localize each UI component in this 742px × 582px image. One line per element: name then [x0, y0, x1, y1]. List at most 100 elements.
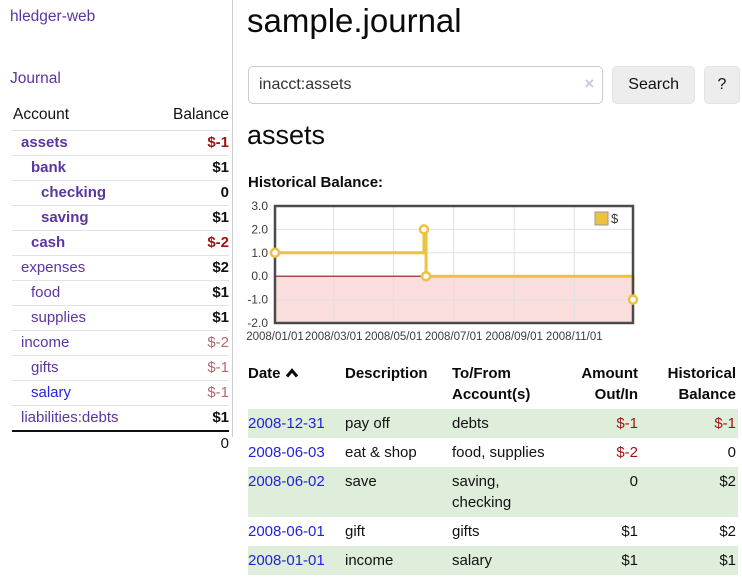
transaction-amount: $1: [621, 552, 638, 569]
transaction-description: pay off: [345, 415, 390, 432]
account-link-bank[interactable]: bank: [31, 159, 67, 176]
svg-text:2008/01/01: 2008/01/01: [246, 331, 304, 343]
account-link-supplies[interactable]: supplies: [31, 309, 87, 326]
historical-balance-chart: 3.0 2.0 1.0 0.0 -1.0 -2.0 2008/01/01 2008/03/01…: [246, 200, 742, 350]
transaction-accounts: debts: [452, 415, 489, 432]
transaction-amount: 0: [629, 473, 638, 490]
page-title: sample.journal: [247, 2, 462, 39]
account-balance-food: $1: [153, 280, 229, 306]
account-link-assets[interactable]: assets: [21, 134, 68, 151]
account-balance-cash: $-2: [153, 230, 229, 256]
transaction-balance: $-1: [714, 415, 736, 432]
app-brand-link[interactable]: hledger-web: [10, 8, 96, 25]
transaction-amount: $1: [621, 523, 638, 540]
register-row: 2008-12-31 pay off debts $-1 $-1: [248, 409, 738, 438]
transaction-balance: 0: [727, 444, 736, 461]
sidebar-item-journal[interactable]: Journal: [10, 70, 61, 87]
col-accounts: To/From Account(s): [452, 365, 531, 403]
svg-text:3.0: 3.0: [251, 200, 268, 213]
transaction-accounts: gifts: [452, 523, 480, 540]
register-row: 2008-06-02 save saving, checking 0 $2: [248, 467, 738, 517]
transaction-accounts: food, supplies: [452, 444, 545, 461]
svg-text:2.0: 2.0: [251, 222, 268, 236]
clear-search-icon[interactable]: ×: [584, 74, 595, 93]
account-link-salary[interactable]: salary: [31, 384, 72, 401]
accounts-col-account: Account: [12, 104, 154, 131]
transaction-description: income: [345, 552, 394, 569]
account-row-expenses: expenses $2: [12, 255, 229, 281]
account-row-supplies: supplies $1: [12, 305, 229, 331]
svg-text:-1.0: -1.0: [247, 293, 268, 307]
transaction-balance: $2: [719, 473, 736, 490]
svg-text:2008/03/01: 2008/03/01: [305, 331, 363, 343]
sidebar-divider: [232, 0, 233, 437]
transaction-balance: $2: [719, 523, 736, 540]
account-heading: assets: [247, 120, 326, 150]
transaction-date-link[interactable]: 2008-01-01: [248, 552, 325, 569]
transaction-date-link[interactable]: 2008-12-31: [248, 415, 325, 432]
transaction-accounts: salary: [452, 552, 493, 569]
account-link-expenses[interactable]: expenses: [21, 259, 86, 276]
svg-text:2008/11/01: 2008/11/01: [546, 331, 603, 343]
account-link-saving[interactable]: saving: [41, 209, 89, 226]
transaction-description: save: [345, 473, 377, 490]
register-row: 2008-06-01 gift gifts $1 $2: [248, 517, 738, 546]
account-row-bank: bank $1: [12, 155, 229, 181]
account-balance-income: $-2: [153, 330, 229, 356]
transaction-date-link[interactable]: 2008-06-02: [248, 473, 325, 490]
account-row-saving: saving $1: [12, 205, 229, 231]
search-input[interactable]: [248, 66, 604, 104]
account-row-checking: checking 0: [12, 180, 229, 206]
transaction-date-link[interactable]: 2008-06-03: [248, 444, 325, 461]
search-form: × Search ?: [248, 66, 740, 104]
register-table: Date Description To/From Account(s) Amou…: [248, 361, 738, 575]
svg-text:-2.0: -2.0: [247, 316, 268, 330]
svg-text:2008/07/01: 2008/07/01: [425, 331, 483, 343]
account-balance-gifts: $-1: [153, 355, 229, 381]
account-balance-bank: $1: [153, 155, 229, 181]
svg-text:1.0: 1.0: [251, 246, 268, 260]
account-balance-saving: $1: [153, 205, 229, 231]
transaction-amount: $-2: [616, 444, 638, 461]
account-row-salary: salary $-1: [12, 380, 229, 406]
transaction-date-link[interactable]: 2008-06-01: [248, 523, 325, 540]
account-balance-assets: $-1: [153, 130, 229, 156]
svg-text:2008/05/01: 2008/05/01: [365, 331, 423, 343]
accounts-total-row: 0: [12, 430, 229, 456]
account-link-liabilities-debts[interactable]: liabilities:debts: [21, 409, 119, 426]
transaction-description: eat & shop: [345, 444, 417, 461]
transaction-balance: $1: [719, 552, 736, 569]
account-link-checking[interactable]: checking: [41, 184, 107, 201]
account-balance-supplies: $1: [153, 305, 229, 331]
search-button[interactable]: Search: [612, 66, 695, 104]
account-link-cash[interactable]: cash: [31, 234, 66, 251]
register-row: 2008-06-03 eat & shop food, supplies $-2…: [248, 438, 738, 467]
account-balance-salary: $-1: [153, 380, 229, 406]
col-amount: Amount Out/In: [581, 365, 638, 403]
col-date[interactable]: Date: [248, 361, 345, 409]
account-row-gifts: gifts $-1: [12, 355, 229, 381]
transaction-accounts: saving, checking: [452, 473, 512, 511]
account-row-income: income $-2: [12, 330, 229, 356]
account-row-cash: cash $-2: [12, 230, 229, 256]
account-link-income[interactable]: income: [21, 334, 70, 351]
register-row: 2008-01-01 income salary $1 $1: [248, 546, 738, 575]
accounts-table: Account Balance assets $-1 bank $1 check…: [12, 104, 229, 456]
accounts-total-value: 0: [153, 430, 229, 456]
transaction-description: gift: [345, 523, 366, 540]
account-balance-checking: 0: [153, 180, 229, 206]
account-row-assets: assets $-1: [12, 130, 229, 156]
help-button[interactable]: ?: [704, 66, 740, 104]
col-balance: Historical Balance: [667, 365, 736, 403]
svg-text:$: $: [611, 211, 619, 226]
account-balance-liabilities-debts: $1: [153, 405, 229, 432]
register-header-row: Date Description To/From Account(s) Amou…: [248, 361, 738, 409]
accounts-table-header: Account Balance: [12, 104, 229, 131]
transaction-amount: $-1: [616, 415, 638, 432]
accounts-col-balance: Balance: [153, 104, 229, 131]
svg-text:2008/09/01: 2008/09/01: [485, 331, 543, 343]
col-description: Description: [345, 365, 428, 382]
account-link-gifts[interactable]: gifts: [31, 359, 59, 376]
account-link-food[interactable]: food: [31, 284, 61, 301]
sort-ascending-icon[interactable]: [285, 363, 299, 384]
